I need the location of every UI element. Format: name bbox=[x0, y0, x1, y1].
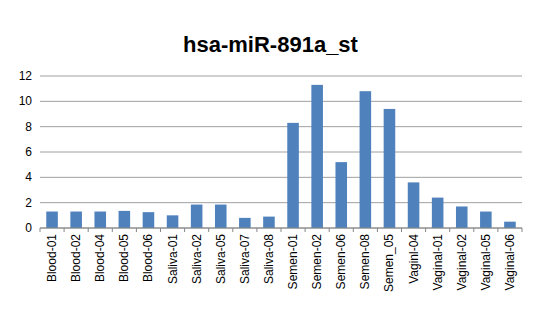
x-tick bbox=[40, 228, 41, 232]
x-tick bbox=[208, 228, 209, 232]
y-tick-label: 10 bbox=[19, 94, 33, 108]
bar bbox=[408, 182, 420, 228]
bar bbox=[70, 212, 82, 228]
bar bbox=[167, 215, 179, 228]
x-tick bbox=[425, 228, 426, 232]
x-tick bbox=[497, 228, 498, 232]
chart-svg: hsa-miR-891a_st 0 2 4 6 8 10 12 Blood-01 Blood-02… bbox=[0, 0, 541, 320]
x-tick-label: Saliva-01 bbox=[166, 234, 180, 284]
bar bbox=[263, 217, 275, 228]
x-tick bbox=[256, 228, 257, 232]
bar bbox=[191, 205, 203, 228]
y-tick-label: 2 bbox=[25, 196, 32, 210]
bar bbox=[384, 109, 396, 228]
bar bbox=[360, 91, 372, 228]
x-tick bbox=[377, 228, 378, 232]
x-tick-label: Semen-06 bbox=[334, 234, 348, 290]
x-tick-label: Vaginal-02 bbox=[455, 234, 469, 291]
bar bbox=[504, 222, 516, 228]
x-tick-label: Blood-05 bbox=[117, 234, 131, 282]
x-tick bbox=[522, 228, 523, 232]
bar bbox=[456, 206, 468, 228]
x-tick-label: Saliva-08 bbox=[262, 234, 276, 284]
x-tick-label: Blood-01 bbox=[45, 234, 59, 282]
bar bbox=[143, 212, 155, 228]
x-tick bbox=[473, 228, 474, 232]
bars bbox=[46, 85, 515, 228]
grid-line bbox=[40, 177, 522, 178]
bar bbox=[432, 198, 444, 228]
bar bbox=[46, 212, 58, 228]
x-tick-label: Saliva-02 bbox=[190, 234, 204, 284]
x-tick bbox=[136, 228, 137, 232]
x-tick bbox=[353, 228, 354, 232]
x-tick-label: Semen-02 bbox=[310, 234, 324, 290]
x-tick-label: Saliva-05 bbox=[214, 234, 228, 284]
x-tick bbox=[184, 228, 185, 232]
x-tick bbox=[112, 228, 113, 232]
bar bbox=[239, 218, 251, 228]
y-tick-label: 8 bbox=[25, 120, 32, 134]
x-tick-label: Semen_05 bbox=[382, 234, 396, 292]
x-tick bbox=[401, 228, 402, 232]
x-tick bbox=[281, 228, 282, 232]
x-tick-label: Blood-02 bbox=[69, 234, 83, 282]
x-tick-label: Semen-08 bbox=[358, 234, 372, 290]
grid-line bbox=[40, 76, 522, 77]
grid-line bbox=[40, 202, 522, 203]
bar bbox=[287, 123, 299, 228]
x-tick-label: Vaginal-05 bbox=[479, 234, 493, 291]
background bbox=[0, 0, 541, 320]
bar bbox=[480, 212, 492, 228]
grid-line bbox=[40, 101, 522, 102]
bar bbox=[94, 212, 106, 228]
y-tick-label: 12 bbox=[19, 69, 33, 83]
grid-line bbox=[40, 126, 522, 127]
x-tick bbox=[305, 228, 306, 232]
x-tick-label: Saliva-07 bbox=[238, 234, 252, 284]
y-axis bbox=[40, 76, 41, 228]
x-tick bbox=[160, 228, 161, 232]
y-tick-label: 4 bbox=[25, 170, 32, 184]
grid-line bbox=[40, 152, 522, 153]
y-tick-label: 6 bbox=[25, 145, 32, 159]
x-tick bbox=[232, 228, 233, 232]
x-tick bbox=[88, 228, 89, 232]
x-tick bbox=[329, 228, 330, 232]
x-tick-label: Vaginal-06 bbox=[503, 234, 517, 291]
x-tick bbox=[449, 228, 450, 232]
y-tick-label: 0 bbox=[25, 221, 32, 235]
bar bbox=[119, 211, 131, 228]
bar bbox=[311, 85, 323, 228]
chart-title: hsa-miR-891a_st bbox=[183, 32, 359, 57]
x-tick bbox=[64, 228, 65, 232]
chart-container: hsa-miR-891a_st 0 2 4 6 8 10 12 Blood-01 Blood-02… bbox=[0, 0, 541, 320]
x-tick-label: Semen-01 bbox=[286, 234, 300, 290]
bar bbox=[335, 162, 347, 228]
x-tick-label: Blood-04 bbox=[93, 234, 107, 282]
x-tick-label: Blood-06 bbox=[141, 234, 155, 282]
x-tick-label: Vaginal-01 bbox=[431, 234, 445, 291]
bar bbox=[215, 205, 227, 228]
x-tick-label: Vaginl-04 bbox=[407, 234, 421, 284]
